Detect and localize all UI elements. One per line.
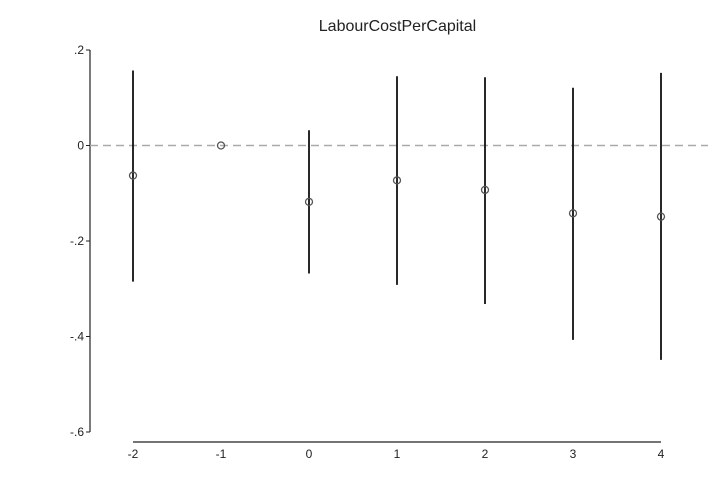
x-tick-label: -2 xyxy=(128,447,139,461)
point-estimate xyxy=(392,176,402,185)
point-estimate xyxy=(568,209,578,218)
y-tick-label: .2 xyxy=(74,43,84,57)
x-tick-label: 3 xyxy=(570,447,577,461)
point-estimate xyxy=(656,212,666,221)
x-axis: -2 -1 0 1 2 3 4 xyxy=(128,441,665,461)
y-tick-label: -.4 xyxy=(70,330,84,344)
x-tick-label: -1 xyxy=(216,447,227,461)
point-estimate xyxy=(480,185,490,195)
y-tick-label: -.2 xyxy=(70,234,84,248)
x-tick-label: 2 xyxy=(482,447,489,461)
x-tick-label: 4 xyxy=(658,447,665,461)
chart-title: LabourCostPerCapital xyxy=(318,18,477,35)
point-estimate xyxy=(216,141,226,150)
confidence-interval-bars xyxy=(132,70,662,360)
point-estimate xyxy=(128,171,138,180)
y-axis: .2 0 -.2 -.4 -.6 xyxy=(70,43,91,439)
x-tick-label: 1 xyxy=(394,447,401,461)
x-tick-label: 0 xyxy=(306,447,313,461)
point-estimate xyxy=(304,197,314,206)
y-tick-label: 0 xyxy=(77,139,84,153)
point-estimate-markers xyxy=(128,141,666,221)
y-tick-label: -.6 xyxy=(70,425,84,439)
